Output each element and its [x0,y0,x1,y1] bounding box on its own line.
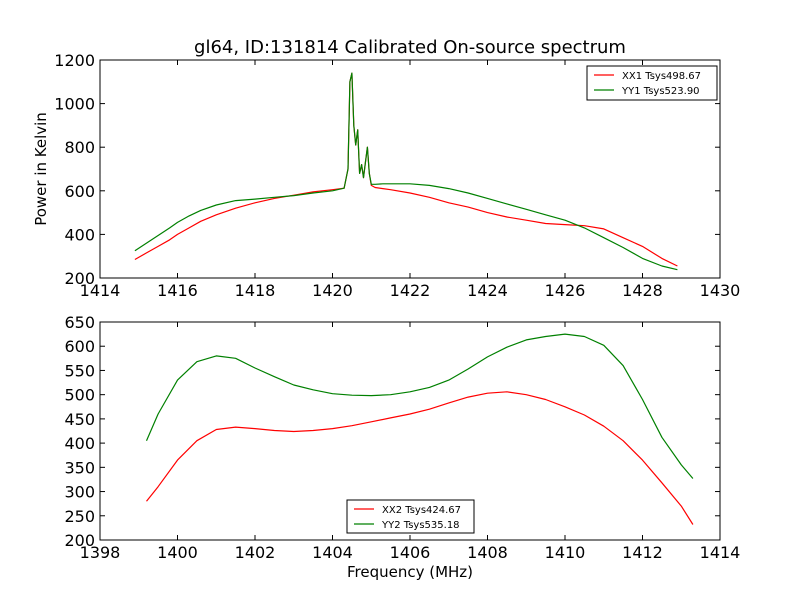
top-x-tick-label: 1426 [545,281,586,300]
top-legend-label-1: XX1 Tsys498.67 [622,71,701,82]
bottom-x-tick-label: 1400 [157,543,198,562]
bottom-x-tick-label: 1414 [700,543,741,562]
bottom-x-tick-label: 1406 [390,543,431,562]
bottom-y-tick-label: 300 [64,483,95,502]
top-y-tick-label: 200 [64,269,95,288]
top-legend-label-2: YY1 Tsys523.90 [621,86,700,97]
bottom-x-tick-label: 1412 [622,543,663,562]
top-y-tick-label: 600 [64,182,95,201]
bottom-x-tick-label: 1404 [312,543,353,562]
top-x-tick-label: 1430 [700,281,741,300]
x-axis-label: Frequency (MHz) [347,563,473,581]
top-y-tick-label: 1200 [54,51,95,70]
bottom-x-tick-label: 1410 [545,543,586,562]
bottom-y-tick-label: 200 [64,531,95,550]
figure-title: gl64, ID:131814 Calibrated On-source spe… [194,37,626,58]
top-x-tick-label: 1414 [80,281,121,300]
top-y-tick-label: 1000 [54,95,95,114]
bottom-series-line-2 [145,333,694,479]
bottom-series-line-1 [146,391,694,525]
bottom-y-tick-label: 350 [64,458,95,477]
bottom-x-tick-label: 1402 [235,543,276,562]
bottom-y-tick-label: 600 [64,337,95,356]
bottom-legend-label-2: YY2 Tsys535.18 [381,520,460,531]
bottom-y-tick-label: 550 [64,361,95,380]
top-series-line-2 [134,72,678,271]
bottom-x-tick-label: 1398 [80,543,121,562]
y-axis-label: Power in Kelvin [32,112,50,226]
top-legend-box [586,65,718,101]
bottom-y-tick-label: 500 [64,386,95,405]
top-x-tick-label: 1424 [467,281,508,300]
top-y-tick-label: 400 [64,225,95,244]
top-x-tick-label: 1418 [235,281,276,300]
top-x-tick-label: 1416 [157,281,198,300]
top-x-tick-label: 1420 [312,281,353,300]
top-legend: XX1 Tsys498.67 YY1 Tsys523.90 [586,65,718,101]
bottom-y-tick-label: 400 [64,434,95,453]
top-x-tick-label: 1422 [390,281,431,300]
top-x-tick-label: 1428 [622,281,663,300]
bottom-x-tick-label: 1408 [467,543,508,562]
bottom-y-tick-label: 450 [64,410,95,429]
bottom-panel: 1398 1400 1402 1404 1406 1408 1410 1412 1414 200 2… [64,313,740,562]
bottom-legend: XX2 Tsys424.67 YY2 Tsys535.18 [346,499,475,534]
top-panel: 1414 1416 1418 1420 1422 1424 1426 1428 1430 200 4… [54,51,740,300]
bottom-legend-box [346,499,475,534]
top-y-tick-label: 800 [64,138,95,157]
bottom-legend-label-1: XX2 Tsys424.67 [382,505,461,516]
bottom-y-tick-label: 650 [64,313,95,332]
bottom-y-tick-label: 250 [64,507,95,526]
